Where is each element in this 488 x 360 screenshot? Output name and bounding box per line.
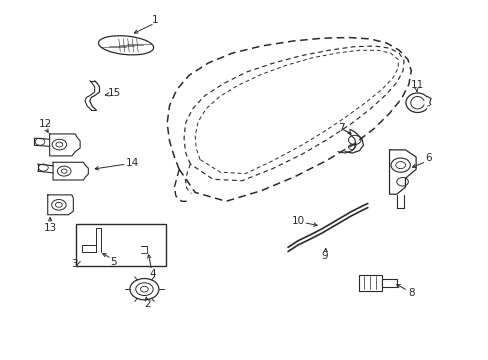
Text: 14: 14 (125, 158, 139, 168)
Text: 13: 13 (43, 223, 57, 233)
Text: 10: 10 (291, 216, 305, 226)
Text: 1: 1 (151, 15, 158, 25)
Bar (382, 279, 396, 287)
Bar (358, 275, 382, 291)
Text: 15: 15 (107, 88, 121, 98)
Text: 4: 4 (149, 269, 156, 279)
Text: 5: 5 (109, 257, 116, 267)
Text: 7: 7 (337, 122, 344, 132)
Bar (76, 224, 165, 266)
Text: 11: 11 (410, 80, 423, 90)
Text: 12: 12 (39, 119, 52, 129)
Text: 6: 6 (424, 153, 430, 163)
Bar (82, 245, 95, 252)
Text: 8: 8 (407, 288, 414, 298)
Text: 2: 2 (144, 299, 151, 309)
Ellipse shape (98, 36, 153, 55)
Text: 9: 9 (320, 251, 327, 261)
Text: 3: 3 (71, 259, 78, 269)
